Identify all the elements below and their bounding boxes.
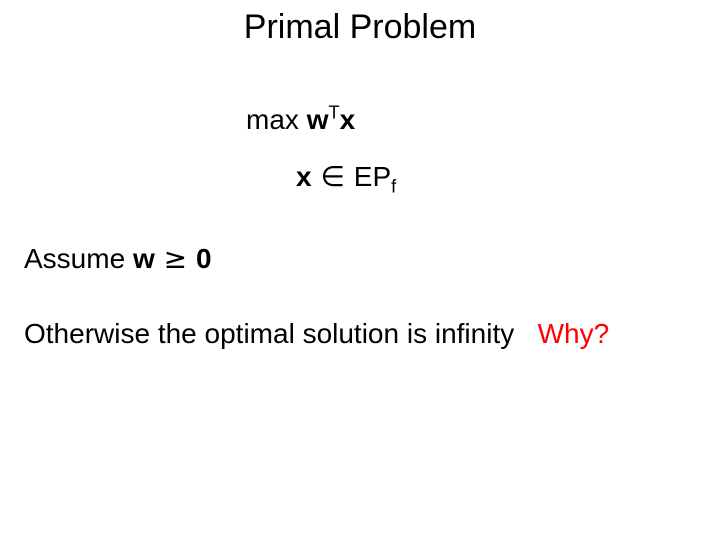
element-of-symbol: ∈ — [312, 160, 354, 193]
slide: Primal Problem max wTx x ∈ EPf Assume w … — [0, 0, 720, 540]
assume-prefix: Assume — [24, 243, 133, 274]
max-keyword: max — [246, 104, 307, 135]
vector-x-constraint: x — [296, 161, 312, 192]
assume-zero: 0 — [196, 243, 212, 274]
vector-w: w — [307, 104, 329, 135]
geq-symbol: ≥ — [155, 242, 196, 275]
objective-row: max wTx — [246, 104, 355, 136]
vector-x-obj: x — [340, 104, 356, 135]
transpose-superscript: T — [328, 103, 339, 123]
assumption-row: Assume w ≥ 0 — [24, 242, 212, 275]
set-ep-subscript: f — [391, 177, 396, 197]
slide-title: Primal Problem — [0, 8, 720, 47]
assume-w: w — [133, 243, 155, 274]
why-callout: Why? — [538, 318, 610, 349]
constraint-row: x ∈ EPf — [296, 160, 396, 193]
otherwise-row: Otherwise the optimal solution is infini… — [24, 318, 609, 350]
set-ep: EP — [354, 161, 391, 192]
otherwise-text: Otherwise the optimal solution is infini… — [24, 318, 514, 349]
